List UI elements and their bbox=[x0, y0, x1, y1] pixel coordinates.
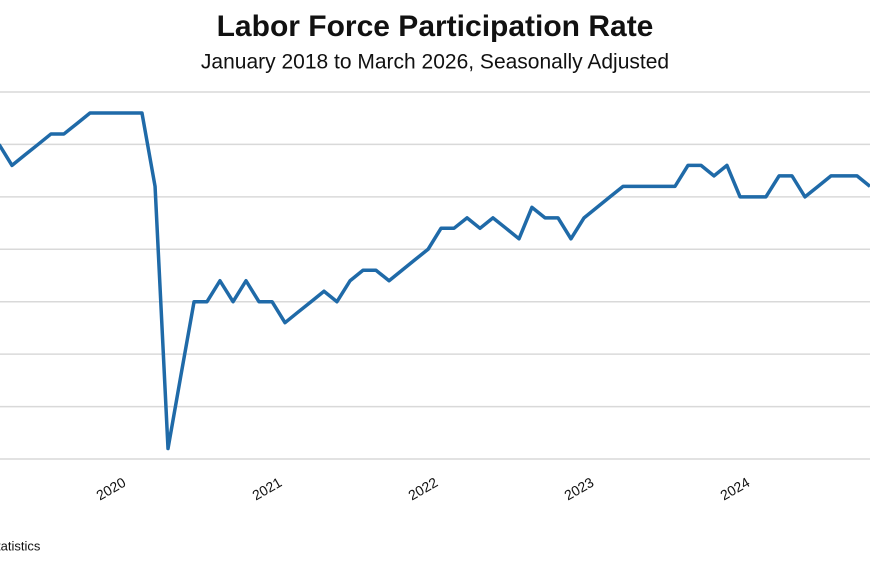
x-tick-label: 2021 bbox=[249, 474, 284, 504]
data-line bbox=[0, 111, 870, 451]
x-tick-label: 2023 bbox=[561, 474, 596, 504]
source-note: tatistics bbox=[0, 538, 41, 553]
chart-title: Labor Force Participation Rate bbox=[217, 10, 654, 43]
x-tick-label: 2022 bbox=[405, 474, 440, 504]
chart-subtitle: January 2018 to March 2026, Seasonally A… bbox=[201, 51, 669, 74]
x-tick-label: 2024 bbox=[717, 474, 752, 504]
x-tick-label: 2020 bbox=[93, 474, 128, 504]
